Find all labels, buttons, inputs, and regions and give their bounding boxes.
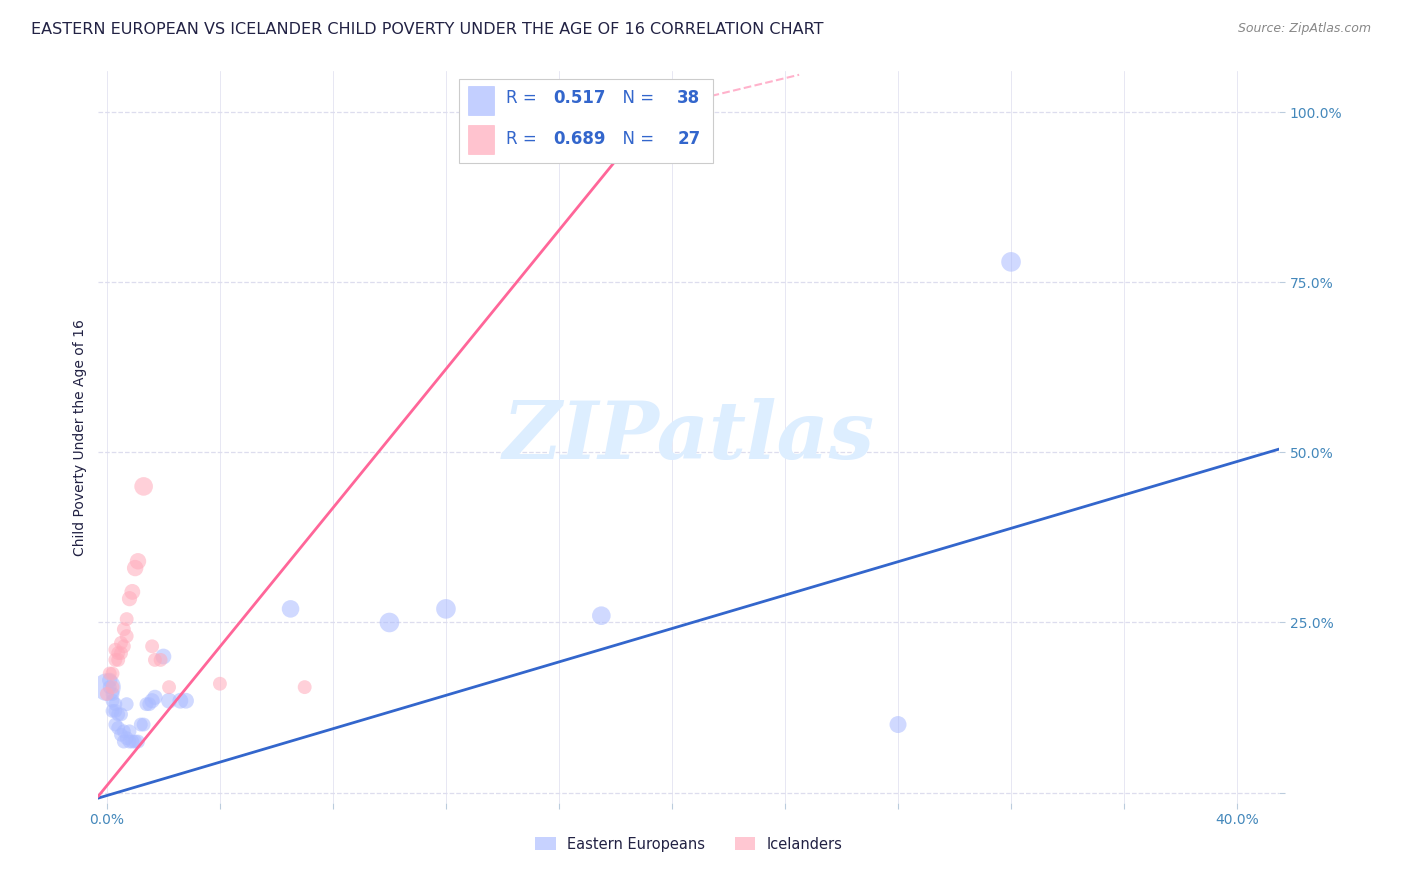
Point xyxy=(280,602,302,616)
Point xyxy=(132,479,155,493)
Text: EASTERN EUROPEAN VS ICELANDER CHILD POVERTY UNDER THE AGE OF 16 CORRELATION CHAR: EASTERN EUROPEAN VS ICELANDER CHILD POVE… xyxy=(31,22,824,37)
Point xyxy=(112,640,135,654)
Point xyxy=(115,731,138,746)
FancyBboxPatch shape xyxy=(458,78,713,163)
Point xyxy=(124,734,146,748)
Point xyxy=(591,608,613,623)
Point xyxy=(112,734,135,748)
Point xyxy=(98,680,121,694)
Point xyxy=(647,112,669,126)
Point xyxy=(127,554,149,568)
FancyBboxPatch shape xyxy=(468,86,494,115)
Legend: Eastern Europeans, Icelanders: Eastern Europeans, Icelanders xyxy=(530,831,848,858)
Y-axis label: Child Poverty Under the Age of 16: Child Poverty Under the Age of 16 xyxy=(73,318,87,556)
Point xyxy=(887,717,910,731)
Point xyxy=(124,561,146,575)
Point xyxy=(115,697,138,711)
Point xyxy=(208,677,231,691)
Point xyxy=(112,724,135,739)
Point xyxy=(110,636,132,650)
Point xyxy=(143,690,166,705)
Point xyxy=(98,673,121,688)
Point xyxy=(110,707,132,722)
Point xyxy=(110,646,132,660)
Point xyxy=(96,687,118,701)
Point xyxy=(96,680,118,694)
Point xyxy=(101,704,124,718)
Point xyxy=(101,694,124,708)
Text: R =: R = xyxy=(506,89,541,107)
Point xyxy=(138,697,160,711)
Point xyxy=(141,640,163,654)
Point xyxy=(149,653,172,667)
Point xyxy=(104,642,127,657)
Point xyxy=(107,721,129,735)
Point xyxy=(127,734,149,748)
Point xyxy=(141,694,163,708)
Text: ZIPatlas: ZIPatlas xyxy=(503,399,875,475)
Point xyxy=(104,653,127,667)
Point xyxy=(104,697,127,711)
Text: 38: 38 xyxy=(678,89,700,107)
Point xyxy=(101,666,124,681)
Text: Source: ZipAtlas.com: Source: ZipAtlas.com xyxy=(1237,22,1371,36)
Text: N =: N = xyxy=(612,130,659,148)
Point xyxy=(152,649,174,664)
Point xyxy=(157,680,180,694)
Point xyxy=(135,697,157,711)
Point xyxy=(121,585,143,599)
Point xyxy=(107,646,129,660)
Point xyxy=(118,724,141,739)
Point xyxy=(169,694,191,708)
Point xyxy=(132,717,155,731)
Point xyxy=(110,728,132,742)
Point xyxy=(104,717,127,731)
Point xyxy=(104,704,127,718)
Text: 27: 27 xyxy=(678,130,700,148)
Point xyxy=(378,615,401,630)
Point xyxy=(98,666,121,681)
Text: 0.517: 0.517 xyxy=(553,89,606,107)
Point xyxy=(107,653,129,667)
Point xyxy=(101,680,124,694)
Point xyxy=(1000,255,1022,269)
Point xyxy=(101,687,124,701)
Point xyxy=(463,112,485,126)
Text: R =: R = xyxy=(506,130,541,148)
Point xyxy=(118,591,141,606)
Point xyxy=(121,734,143,748)
Point xyxy=(115,629,138,643)
Point xyxy=(129,717,152,731)
Point xyxy=(115,612,138,626)
Text: N =: N = xyxy=(612,89,659,107)
Point xyxy=(174,694,197,708)
Point xyxy=(107,707,129,722)
Point xyxy=(157,694,180,708)
Point xyxy=(143,653,166,667)
Point xyxy=(112,622,135,636)
Point xyxy=(294,680,316,694)
Point xyxy=(118,734,141,748)
FancyBboxPatch shape xyxy=(468,125,494,154)
Point xyxy=(434,602,457,616)
Text: 0.689: 0.689 xyxy=(553,130,606,148)
